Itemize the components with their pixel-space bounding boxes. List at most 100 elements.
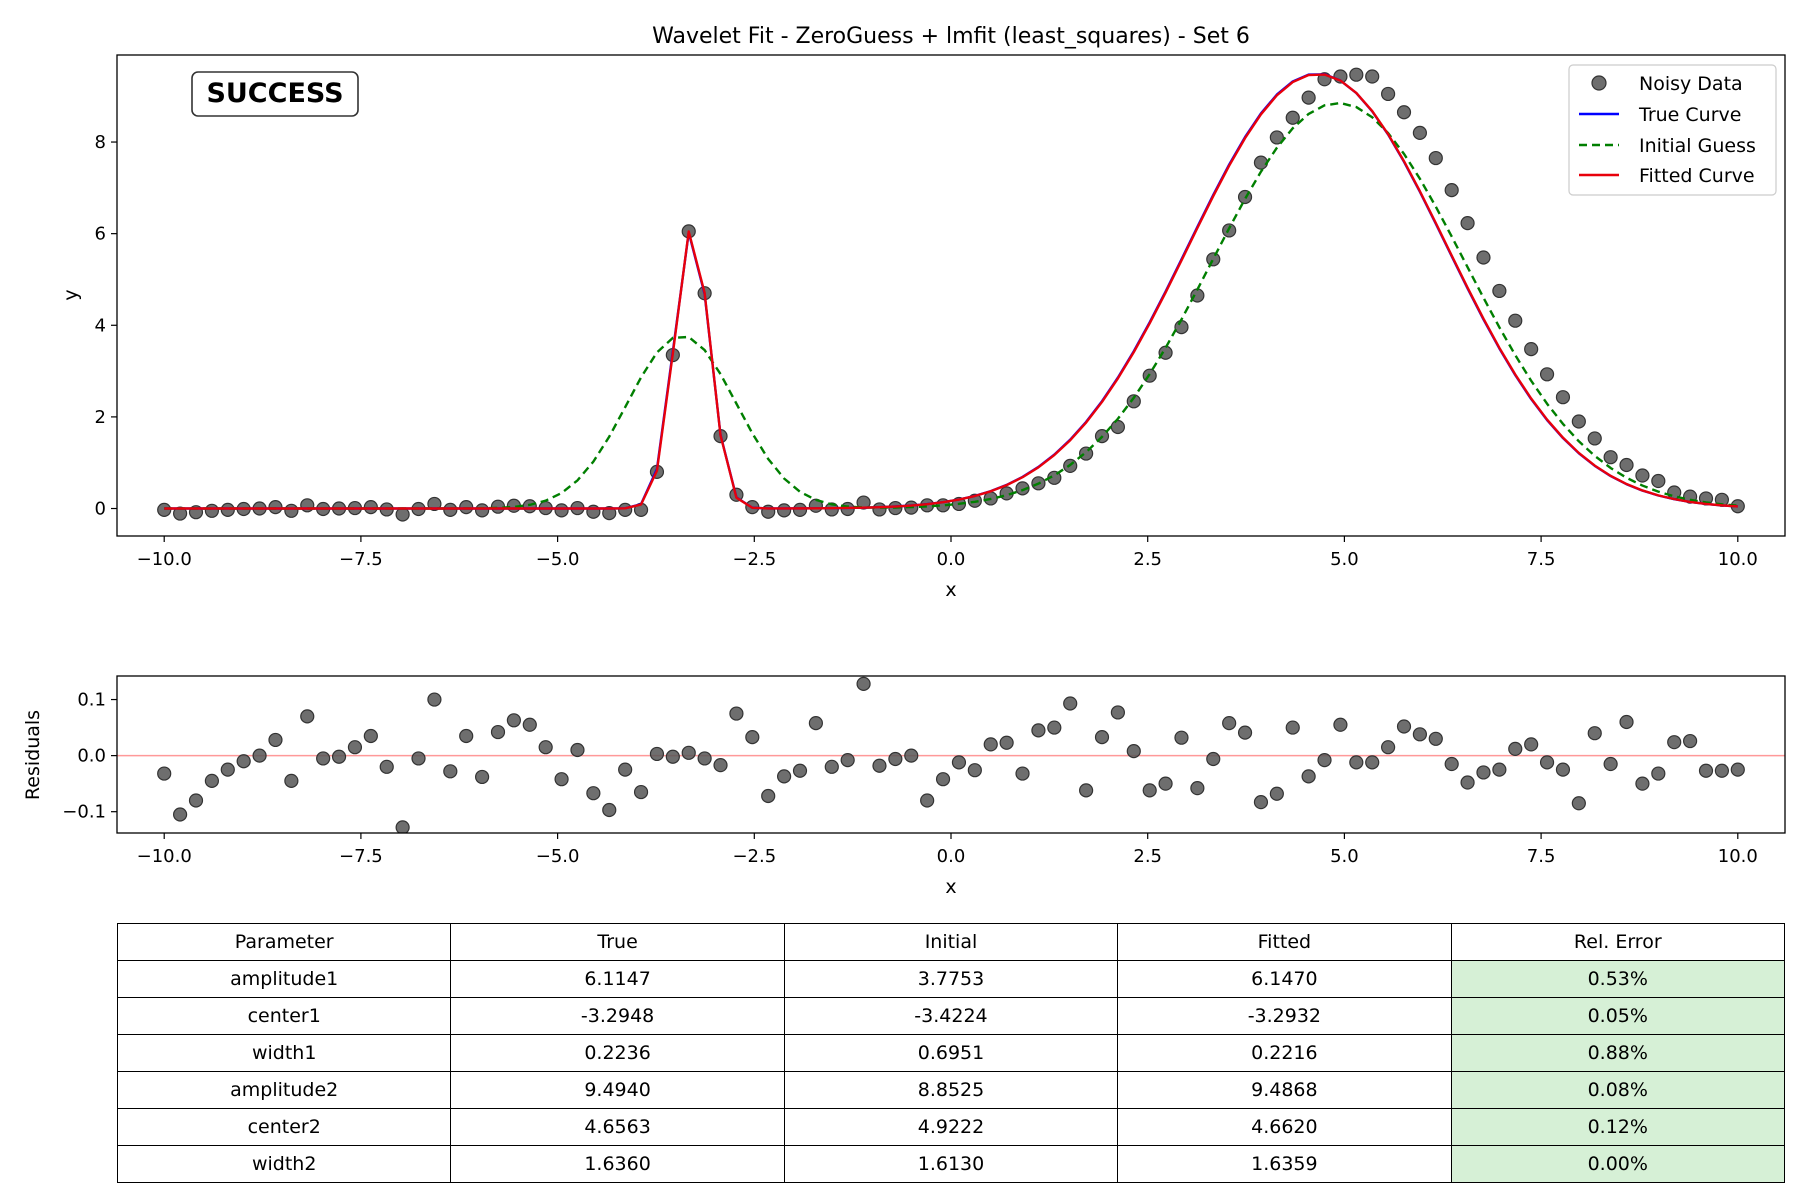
legend-noisy-data-marker xyxy=(1591,75,1607,91)
residual-point xyxy=(1317,753,1332,768)
residual-point xyxy=(1396,719,1412,734)
x-tick-label: −10.0 xyxy=(137,549,192,570)
x-tick-label: 5.0 xyxy=(1330,549,1359,570)
noisy-data-point xyxy=(618,502,633,517)
residual-point xyxy=(1158,776,1173,791)
residual-point xyxy=(1190,781,1205,796)
noisy-data-point xyxy=(1587,431,1602,446)
x-tick-label: 5.0 xyxy=(1330,846,1359,867)
noisy-data-point xyxy=(1015,481,1030,496)
cell-fitted: 0.2216 xyxy=(1117,1034,1452,1072)
noisy-data-point xyxy=(268,500,283,515)
y-tick-label: 2 xyxy=(95,407,106,428)
main-plot-marks xyxy=(157,67,1745,522)
table-row: center2 4.6563 4.9222 4.6620 0.12% xyxy=(116,1108,1786,1146)
noisy-data-point xyxy=(1126,394,1141,409)
legend-frame xyxy=(1568,64,1777,196)
noisy-data-point xyxy=(1635,468,1650,483)
main-x-axis-label: x xyxy=(945,579,956,601)
residual-point xyxy=(1428,731,1443,746)
x-tick-label: 7.5 xyxy=(1527,846,1556,867)
residual-point xyxy=(1603,756,1618,772)
table-row: amplitude1 6.1147 3.7753 6.1470 0.53% xyxy=(116,960,1786,998)
noisy-data-point xyxy=(1285,110,1300,125)
residual-point xyxy=(935,772,951,787)
residual-point xyxy=(379,759,394,774)
residual-point xyxy=(1555,762,1571,777)
residual-point xyxy=(1253,795,1269,810)
residual-point xyxy=(316,751,331,766)
legend-label-initial-guess: Initial Guess xyxy=(1639,135,1756,157)
noisy-data-point xyxy=(443,502,458,517)
residual-point xyxy=(1492,762,1507,777)
cell-rel-error: 0.53% xyxy=(1450,960,1786,998)
table-row: width2 1.6360 1.6130 1.6359 0.00% xyxy=(116,1145,1786,1183)
residual-point xyxy=(268,732,283,748)
residual-point xyxy=(792,763,808,778)
residual-point xyxy=(1174,730,1189,745)
residual-point xyxy=(1460,775,1475,790)
cell-parameter: amplitude1 xyxy=(116,960,452,998)
residual-point xyxy=(411,751,426,766)
residual-point xyxy=(1587,726,1602,741)
cell-true: 0.2236 xyxy=(450,1034,785,1072)
residual-point xyxy=(649,746,665,762)
residual-point xyxy=(856,676,871,691)
residual-point xyxy=(157,766,172,781)
residual-point xyxy=(872,758,887,773)
noisy-data-point xyxy=(1301,90,1316,105)
residual-point xyxy=(1714,763,1729,778)
noisy-data-point xyxy=(427,496,442,512)
noisy-data-point xyxy=(220,502,235,517)
residual-point xyxy=(1412,727,1427,742)
residual-point xyxy=(459,728,474,744)
noisy-data-point xyxy=(1619,457,1634,473)
residual-point xyxy=(300,709,315,724)
residual-point xyxy=(1730,762,1745,777)
y-tick-label: −0.1 xyxy=(62,802,106,823)
residual-point xyxy=(697,751,712,766)
noisy-data-point xyxy=(856,495,871,510)
residual-point xyxy=(1047,720,1062,735)
residual-point xyxy=(824,759,839,774)
parameter-table-header-row: Parameter True Initial Fitted Rel. Error xyxy=(116,923,1786,961)
residual-point xyxy=(1381,740,1396,755)
cell-fitted: -3.2932 xyxy=(1117,997,1452,1035)
cell-initial: -3.4224 xyxy=(783,997,1119,1035)
residual-point xyxy=(1142,783,1157,798)
x-tick-label: 0.0 xyxy=(937,549,966,570)
noisy-data-point xyxy=(777,503,792,518)
cell-initial: 8.8525 xyxy=(783,1071,1119,1109)
noisy-data-point xyxy=(792,502,808,517)
residual-point xyxy=(1015,766,1030,781)
noisy-data-point xyxy=(1444,183,1459,198)
residual-point xyxy=(427,692,442,707)
residual-point xyxy=(1365,755,1380,770)
x-tick-label: −7.5 xyxy=(339,549,383,570)
cell-fitted: 4.6620 xyxy=(1117,1108,1452,1146)
cell-parameter: amplitude2 xyxy=(116,1071,452,1109)
noisy-data-point xyxy=(475,503,490,518)
noisy-data-point xyxy=(1571,414,1586,429)
residual-point xyxy=(1110,705,1125,720)
noisy-data-point xyxy=(1206,252,1221,267)
residual-point xyxy=(1571,796,1586,811)
residual-point xyxy=(1651,766,1666,781)
cell-fitted: 6.1470 xyxy=(1117,960,1452,998)
noisy-data-point xyxy=(586,504,601,519)
residual-point xyxy=(1031,723,1046,738)
noisy-data-point xyxy=(872,502,887,517)
residual-x-ticks: −10.0 −7.5 −5.0 −2.5 0.0 2.5 5.0 7.5 10.0 xyxy=(137,833,1758,867)
residual-point xyxy=(1508,741,1523,756)
cell-initial: 4.9222 xyxy=(783,1108,1119,1146)
noisy-data-point xyxy=(1460,216,1475,231)
cell-true: 4.6563 xyxy=(450,1108,785,1146)
x-tick-label: 7.5 xyxy=(1527,549,1556,570)
residual-point xyxy=(1476,765,1491,780)
main-y-axis-label: y xyxy=(60,289,82,300)
residual-x-axis-label: x xyxy=(945,876,956,898)
cell-true: 1.6360 xyxy=(450,1145,785,1183)
residual-point xyxy=(1094,730,1110,745)
noisy-data-point xyxy=(459,500,474,515)
column-header-true: True xyxy=(450,923,785,961)
